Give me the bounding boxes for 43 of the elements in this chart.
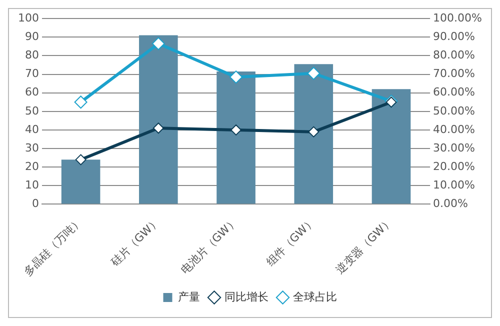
y2-tick-label: 90.00% xyxy=(433,30,476,44)
y-tick-label: 60 xyxy=(24,86,39,99)
y-tick-label: 80 xyxy=(24,48,39,62)
y-tick-label: 20 xyxy=(24,160,39,173)
y2-tick-label: 100.00% xyxy=(433,11,482,24)
x-tick-label: 组件（GW） xyxy=(264,214,318,269)
y2-tick-label: 80.00% xyxy=(433,48,476,62)
x-tick-label: 硅片（GW） xyxy=(108,214,163,270)
y-tick-label: 90 xyxy=(24,30,39,44)
y2-tick-label: 40.00% xyxy=(433,122,476,136)
point xyxy=(152,37,165,50)
legend-label: 全球占比 xyxy=(292,290,337,304)
y-tick-label: 70 xyxy=(24,67,39,80)
y2-tick-label: 70.00% xyxy=(433,67,476,80)
bar xyxy=(139,35,178,204)
y-tick-label: 40 xyxy=(24,122,39,136)
y-tick-label: 30 xyxy=(24,141,39,154)
point xyxy=(230,124,242,136)
y-tick-label: 50 xyxy=(24,104,39,118)
point xyxy=(308,126,320,138)
x-tick-label: 电池片（GW） xyxy=(178,214,240,277)
legend-label: 同比增长 xyxy=(224,290,268,304)
bar xyxy=(372,89,411,204)
y-tick-label: 0 xyxy=(32,197,39,210)
legend-label: 产量 xyxy=(178,290,200,304)
point xyxy=(152,122,164,134)
point xyxy=(307,66,320,80)
y-tick-label: 100 xyxy=(18,11,39,24)
point xyxy=(230,70,243,84)
bar xyxy=(294,64,334,204)
y2-tick-label: 30.00% xyxy=(433,141,476,154)
y2-tick-label: 10.00% xyxy=(433,178,476,192)
y-tick-label: 10 xyxy=(24,178,39,192)
bar xyxy=(61,160,100,204)
x-tick-label: 逆变器（GW） xyxy=(334,214,396,277)
bar xyxy=(216,72,256,204)
y2-tick-label: 20.00% xyxy=(433,160,476,173)
y2-tick-label: 50.00% xyxy=(433,104,476,118)
y2-tick-label: 0.00% xyxy=(433,197,468,210)
x-tick-label: 多晶硅（万吨） xyxy=(21,214,85,278)
point xyxy=(75,154,86,166)
y2-tick-label: 60.00% xyxy=(433,86,476,99)
point xyxy=(74,96,88,109)
